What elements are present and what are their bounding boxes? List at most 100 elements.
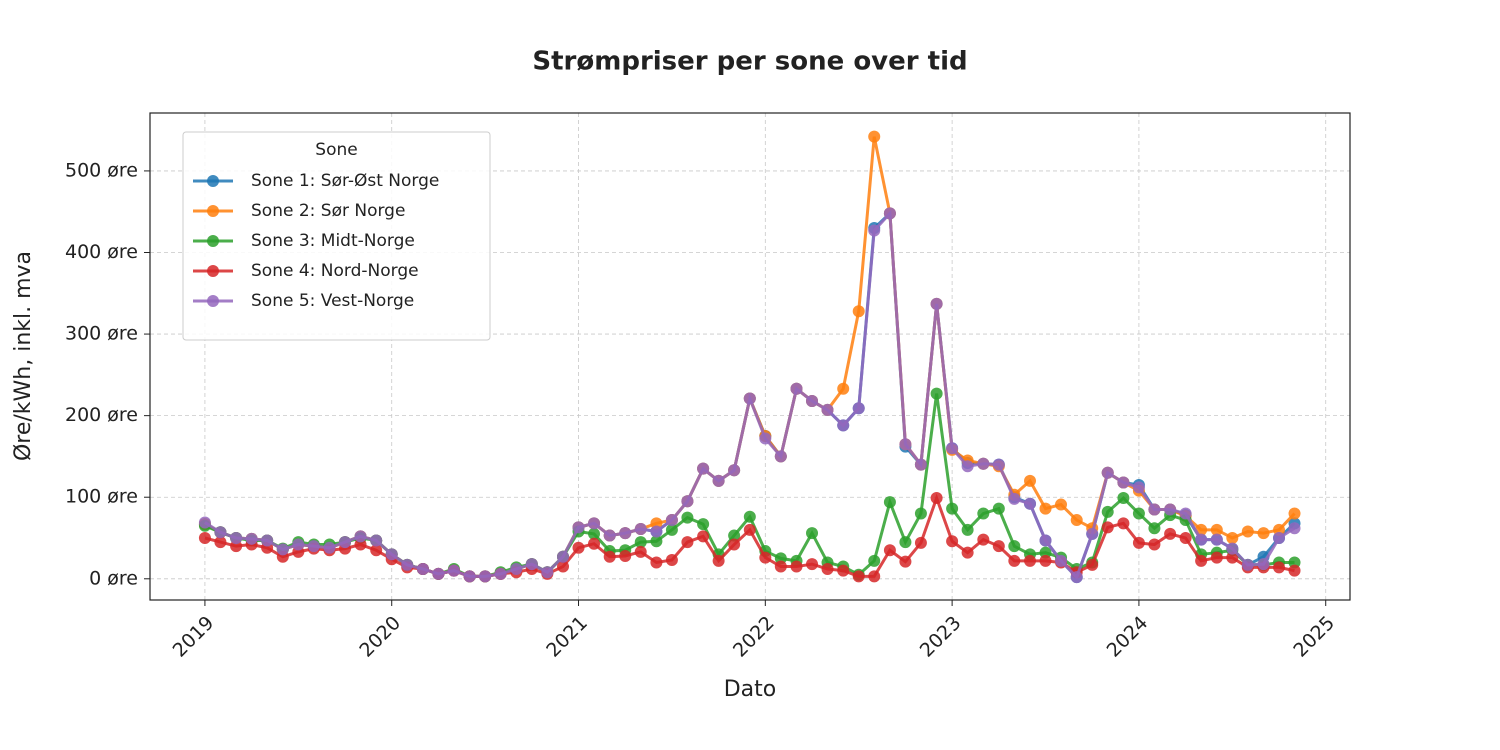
data-point xyxy=(1148,522,1161,535)
data-point xyxy=(1288,507,1301,520)
data-point xyxy=(525,558,538,571)
data-point xyxy=(899,555,912,568)
data-point xyxy=(1257,527,1270,540)
data-point xyxy=(1008,554,1021,567)
y-tick-label: 0 øre xyxy=(89,567,138,589)
data-point xyxy=(588,537,601,550)
data-point xyxy=(743,392,756,405)
data-point xyxy=(1273,561,1286,574)
data-point xyxy=(914,536,927,549)
y-tick-label: 500 øre xyxy=(65,159,138,181)
data-point xyxy=(1101,521,1114,534)
data-point xyxy=(1117,517,1130,530)
data-point xyxy=(634,545,647,558)
data-point xyxy=(619,549,632,562)
data-point xyxy=(806,394,819,407)
y-tick-label: 200 øre xyxy=(65,404,138,426)
x-tick-label: 2019 xyxy=(169,612,219,662)
data-point xyxy=(650,535,663,548)
data-point xyxy=(1164,527,1177,540)
data-point xyxy=(447,564,460,577)
data-point xyxy=(416,563,429,576)
data-point xyxy=(1008,540,1021,553)
data-point xyxy=(681,511,694,524)
data-point xyxy=(914,507,927,520)
data-point xyxy=(665,514,678,527)
legend-label: Sone 5: Vest-Norge xyxy=(251,291,414,311)
data-point xyxy=(1117,476,1130,489)
data-point xyxy=(681,536,694,549)
data-point xyxy=(992,502,1005,515)
data-point xyxy=(712,554,725,567)
data-point xyxy=(681,495,694,508)
y-tick-label: 400 øre xyxy=(65,241,138,263)
data-point xyxy=(665,523,678,536)
legend-title: Sone xyxy=(315,140,357,160)
legend-box xyxy=(182,131,491,341)
data-point xyxy=(837,564,850,577)
y-axis-label: Øre/kWh, inkl. mva xyxy=(11,251,36,461)
data-point xyxy=(852,402,865,415)
x-tick-label: 2020 xyxy=(355,612,405,662)
data-point xyxy=(323,541,336,554)
data-point xyxy=(370,544,383,557)
data-point xyxy=(946,442,959,455)
data-point xyxy=(868,130,881,143)
data-point xyxy=(198,532,211,545)
legend-marker xyxy=(207,235,219,247)
data-point xyxy=(588,527,601,540)
data-point xyxy=(1024,474,1037,487)
legend-marker xyxy=(207,295,219,307)
data-point xyxy=(572,541,585,554)
data-point xyxy=(1164,503,1177,516)
data-point xyxy=(572,521,585,534)
data-point xyxy=(852,305,865,318)
data-point xyxy=(463,570,476,583)
data-point xyxy=(821,403,834,416)
legend-label: Sone 2: Sør Norge xyxy=(251,201,405,221)
data-point xyxy=(1008,492,1021,505)
data-point xyxy=(712,474,725,487)
data-point xyxy=(650,556,663,569)
data-point xyxy=(930,492,943,505)
data-point xyxy=(1241,558,1254,571)
data-point xyxy=(992,540,1005,553)
data-point xyxy=(977,507,990,520)
data-point xyxy=(385,548,398,561)
data-point xyxy=(1257,558,1270,571)
data-point xyxy=(1039,502,1052,515)
data-point xyxy=(619,527,632,540)
data-point xyxy=(837,382,850,395)
data-point xyxy=(1179,507,1192,520)
data-point xyxy=(946,535,959,548)
data-point xyxy=(1039,554,1052,567)
data-point xyxy=(541,566,554,579)
data-point xyxy=(743,523,756,536)
data-point xyxy=(743,510,756,523)
data-point xyxy=(510,563,523,576)
data-point xyxy=(774,450,787,463)
data-point xyxy=(1195,533,1208,546)
data-point xyxy=(1070,571,1083,584)
data-point xyxy=(1148,538,1161,551)
data-point xyxy=(728,464,741,477)
data-point xyxy=(837,419,850,432)
data-point xyxy=(883,207,896,220)
data-point xyxy=(1101,505,1114,518)
legend-label: Sone 4: Nord-Norge xyxy=(251,261,419,281)
data-point xyxy=(1273,532,1286,545)
data-point xyxy=(930,297,943,310)
data-point xyxy=(1055,554,1068,567)
data-point xyxy=(339,536,352,549)
data-point xyxy=(977,457,990,470)
data-point xyxy=(790,382,803,395)
data-point xyxy=(697,530,710,543)
data-point xyxy=(292,538,305,551)
data-point xyxy=(883,496,896,509)
data-point xyxy=(1226,532,1239,545)
legend-marker xyxy=(207,175,219,187)
chart-title: Strømpriser per sone over tid xyxy=(532,47,967,77)
data-point xyxy=(1055,498,1068,511)
y-tick-label: 300 øre xyxy=(65,323,138,345)
data-point xyxy=(992,458,1005,471)
